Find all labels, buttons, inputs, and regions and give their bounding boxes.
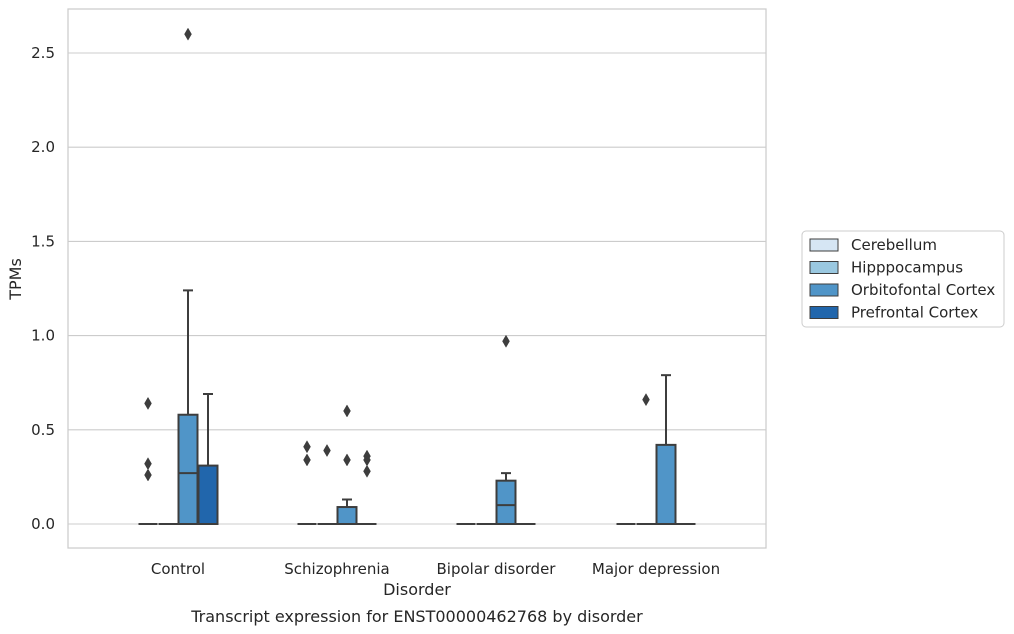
outlier-point (502, 334, 510, 348)
box-3-1 (357, 449, 377, 525)
y-tick-label: 0.5 (31, 421, 55, 439)
box-3-0 (197, 393, 219, 526)
box-body (495, 479, 517, 525)
outlier-point (144, 396, 152, 410)
box-body (336, 506, 358, 526)
box-body (655, 443, 677, 526)
legend-swatch (809, 306, 839, 319)
legend-label: Prefrontal Cortex (851, 304, 978, 322)
outlier-point (144, 468, 152, 482)
legend-swatch (809, 238, 839, 252)
box-0-0 (138, 396, 158, 525)
legend: Cerebellum Hipppocampus Orbitofontal Corte… (801, 230, 1005, 328)
y-tick-label: 0.0 (31, 515, 55, 533)
outlier-point (144, 457, 152, 471)
outlier-point (323, 444, 331, 458)
y-axis-label: TPMs (6, 258, 25, 301)
boxes (138, 27, 696, 526)
legend-label: Cerebellum (851, 236, 937, 254)
box-body (197, 464, 219, 526)
x-tick-label: Major depression (592, 560, 720, 578)
legend-swatch (809, 261, 839, 274)
y-tick-labels: 0.0 0.5 1.0 1.5 2.0 2.5 (31, 44, 55, 533)
legend-swatch (809, 283, 839, 297)
chart-caption: Transcript expression for ENST0000046276… (190, 607, 643, 626)
y-tick-label: 2.0 (31, 138, 55, 156)
outlier-point (343, 404, 351, 418)
outlier-point (642, 393, 650, 407)
x-tick-label: Bipolar disorder (437, 560, 557, 578)
y-tick-label: 1.0 (31, 327, 55, 345)
x-axis-label: Disorder (383, 580, 451, 599)
box-0-1 (297, 440, 317, 525)
box-2-1 (336, 404, 358, 526)
box-1-1 (317, 444, 337, 525)
x-tick-label: Schizophrenia (284, 560, 389, 578)
x-tick-labels: Control Schizophrenia Bipolar disorder Majo… (151, 560, 720, 578)
y-tick-label: 2.5 (31, 44, 55, 62)
legend-label: Hipppocampus (851, 259, 963, 277)
legend-label: Orbitofontal Cortex (851, 281, 995, 299)
box-body (177, 413, 199, 525)
outlier-point (184, 27, 192, 41)
outlier-point (363, 464, 371, 478)
legend-frame (801, 230, 1005, 328)
box-2-2 (495, 334, 517, 525)
outlier-point (303, 440, 311, 454)
box-2-0 (177, 27, 199, 525)
box-2-3 (655, 374, 677, 526)
outlier-point (303, 453, 311, 467)
outlier-point (343, 453, 351, 467)
x-tick-label: Control (151, 560, 205, 578)
plot-area-frame (67, 8, 767, 549)
box-1-3 (636, 393, 656, 525)
y-tick-label: 1.5 (31, 232, 55, 250)
outlier-point (363, 449, 371, 463)
